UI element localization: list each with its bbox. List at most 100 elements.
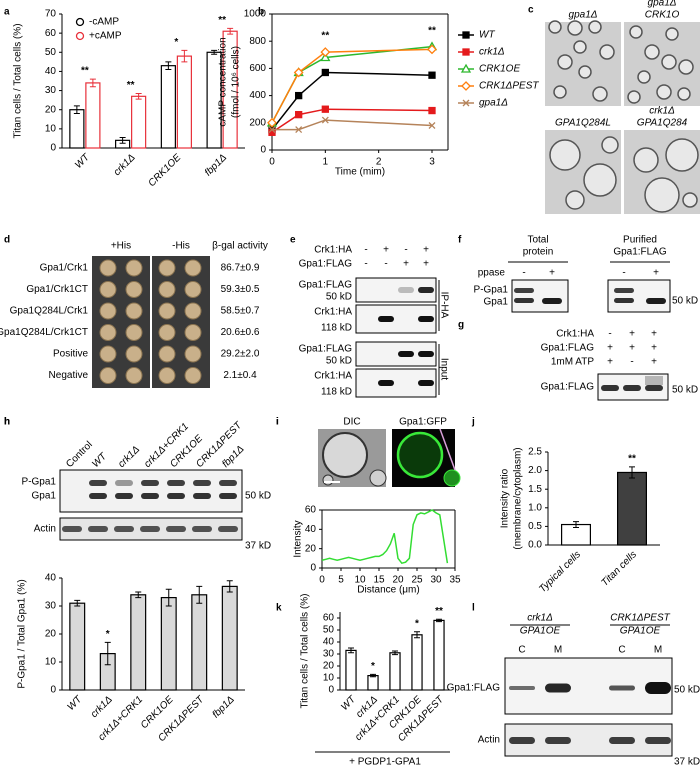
- series-line: [271, 108, 433, 133]
- condition-label: Gpa1:FLAG: [541, 343, 595, 354]
- y-tick-label: 400: [249, 90, 266, 101]
- panel-letter: h: [4, 417, 10, 428]
- legend-marker: [75, 17, 85, 27]
- condition-sign: +: [383, 245, 389, 256]
- image-label: GPA1Q284L: [555, 118, 611, 129]
- error-bar: [74, 599, 81, 607]
- series-line: [271, 71, 433, 131]
- column-header: +His: [111, 241, 131, 252]
- x-tick-label: 20: [392, 575, 404, 586]
- point: [428, 122, 436, 129]
- x-tick-label: crk1Δ: [89, 694, 115, 720]
- cell: [322, 432, 368, 478]
- bar: [130, 594, 147, 691]
- column-header: β-gal activity: [212, 241, 268, 252]
- error-bar: [436, 618, 442, 623]
- cell: [601, 136, 619, 154]
- significance: *: [415, 618, 419, 629]
- colony: [184, 281, 202, 298]
- x-axis-label: Distance (μm): [357, 585, 419, 596]
- bar: [221, 585, 238, 691]
- y-tick-label: 40: [305, 524, 317, 535]
- lane-label: C: [518, 645, 525, 656]
- blot-band: [609, 685, 635, 691]
- bar: [389, 652, 401, 691]
- cell: [548, 20, 562, 34]
- y-tick-label: 1.5: [528, 484, 542, 495]
- colony: [184, 345, 202, 363]
- blot-band: [219, 493, 237, 499]
- size-marker: 50 kD: [674, 685, 700, 696]
- blot-band: [141, 493, 159, 499]
- colony: [125, 302, 143, 320]
- condition-sign: +: [629, 329, 635, 340]
- error-bar: [104, 641, 111, 666]
- cell: [396, 431, 444, 479]
- band-label: Actin: [478, 735, 500, 746]
- image-label: CRK1O: [645, 10, 680, 21]
- condition-label: Crk1:HA: [314, 245, 352, 256]
- column-header: Gpa1:FLAG: [613, 247, 667, 258]
- blot-band: [645, 682, 671, 694]
- x-tick-label: Typical cells: [537, 549, 583, 595]
- y-tick-label: 200: [249, 117, 266, 128]
- blot-band: [378, 316, 394, 322]
- column-header: crk1Δ: [527, 613, 553, 624]
- error-bar: [181, 49, 188, 63]
- error-bar: [119, 136, 126, 144]
- cell: [677, 87, 691, 101]
- y-tick-label: 0.0: [528, 540, 542, 551]
- y-tick-label: 70: [45, 9, 57, 20]
- legend-label: crk1Δ: [479, 47, 505, 58]
- cell: [599, 44, 615, 60]
- condition-sign: -: [522, 268, 525, 279]
- significance: **: [435, 606, 443, 617]
- blot-label: Crk1:HA: [314, 371, 352, 382]
- size-marker: 50 kD: [326, 356, 352, 367]
- error-bar: [226, 580, 233, 593]
- cell: [629, 25, 643, 39]
- panel-letter: i: [276, 417, 279, 428]
- panel-letter: j: [471, 417, 475, 428]
- series-line: [271, 48, 433, 124]
- blot-band: [141, 480, 159, 486]
- colony: [184, 367, 202, 384]
- colony: [158, 324, 176, 341]
- cell: [583, 163, 617, 197]
- y-tick-label: 600: [249, 63, 266, 74]
- activity-value: 86.7±0.9: [221, 263, 260, 274]
- size-marker: 50 kD: [326, 292, 352, 303]
- blot-band: [646, 298, 666, 304]
- blot-band: [218, 526, 238, 532]
- y-tick-label: 0.5: [528, 521, 542, 532]
- activity-value: 58.5±0.7: [221, 306, 260, 317]
- error-bar: [573, 521, 579, 529]
- x-tick-label: 3: [429, 157, 435, 168]
- image-label: GPA1Q284: [637, 118, 688, 129]
- column-header: GPA1OE: [520, 626, 561, 637]
- panel-letter: c: [528, 5, 534, 16]
- significance: **: [218, 15, 226, 26]
- condition-sign: +: [651, 357, 657, 368]
- condition-label: Crk1:HA: [556, 329, 594, 340]
- bar: [616, 471, 647, 546]
- lane-label: WT: [90, 451, 109, 470]
- blot-label: Gpa1:FLAG: [299, 280, 353, 291]
- significance: **: [321, 31, 329, 42]
- point: [321, 116, 329, 124]
- condition-sign: +: [629, 343, 635, 354]
- colony: [158, 367, 176, 384]
- condition-sign: +: [423, 245, 429, 256]
- colony: [184, 259, 202, 277]
- y-tick-label: 20: [45, 104, 57, 115]
- point: [295, 126, 303, 134]
- row-label: Negative: [49, 370, 89, 381]
- blot-band: [623, 385, 641, 391]
- row-label: Gpa1/Crk1: [40, 263, 89, 274]
- legend-label: CRK1ΔPEST: [479, 81, 539, 92]
- colony: [125, 367, 143, 384]
- blot-band: [645, 385, 663, 391]
- point: [462, 99, 470, 107]
- lane-label: crk1Δ: [116, 444, 142, 470]
